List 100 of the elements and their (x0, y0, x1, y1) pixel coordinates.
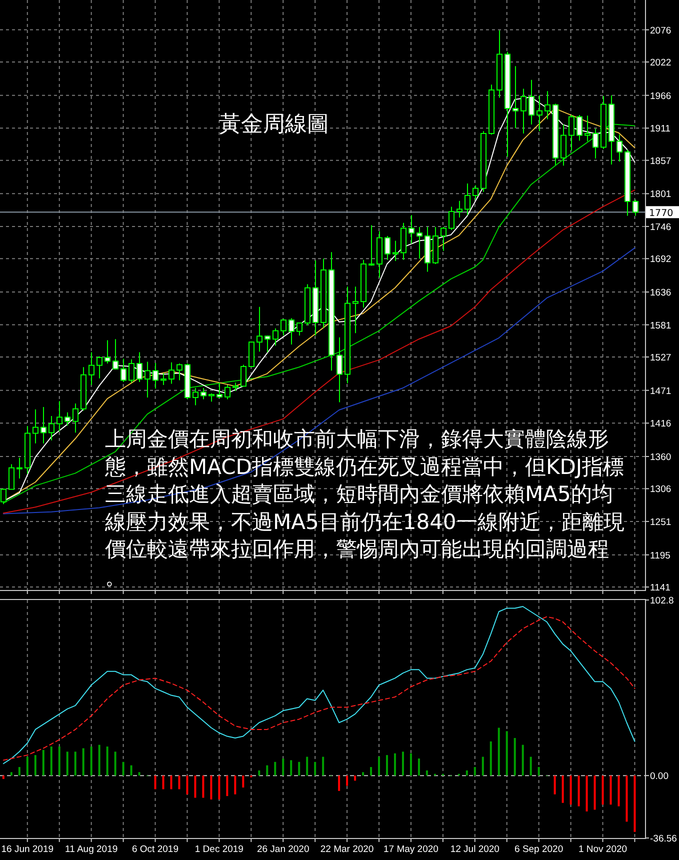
bar (170, 776, 172, 790)
bar (66, 752, 68, 776)
bar (410, 753, 412, 776)
bar (554, 776, 556, 794)
y-tick-label: 1746 (650, 222, 672, 233)
bar (570, 776, 572, 805)
bar (258, 770, 260, 776)
bar (626, 776, 628, 822)
y-tick-label: 1141 (650, 582, 670, 594)
bar (226, 776, 228, 796)
bar (402, 752, 404, 776)
text: 黃金周線圖 (219, 112, 329, 137)
y-tick-label: 1966 (650, 90, 672, 102)
bar (42, 750, 44, 776)
bar (490, 741, 492, 776)
bar (474, 767, 476, 776)
x-tick-label: 12 Jul 2020 (450, 844, 500, 855)
bar (314, 762, 316, 776)
x-tick-label: 6 Oct 2019 (132, 844, 178, 855)
bar (594, 776, 596, 810)
x-tick-label: 1 Dec 2019 (194, 844, 244, 855)
bar (338, 776, 340, 791)
bar (506, 731, 508, 776)
y-tick-label: 1636 (650, 288, 672, 299)
bar (610, 776, 612, 805)
bar (218, 776, 220, 800)
bar (266, 765, 268, 776)
bar (58, 746, 60, 776)
bar (90, 746, 92, 776)
bar (586, 776, 588, 812)
bar (370, 767, 372, 776)
ref-line-label: 1770 (649, 208, 674, 220)
bar (242, 776, 244, 788)
bar (274, 762, 276, 776)
bar (122, 762, 124, 776)
bar (322, 756, 324, 776)
bar (634, 776, 636, 832)
bar (106, 746, 108, 776)
bar (202, 776, 204, 798)
bar (346, 776, 348, 786)
y-tick-label: 1527 (650, 352, 672, 364)
bar (394, 753, 396, 776)
bar (514, 738, 516, 776)
bar (290, 760, 292, 776)
bar (2, 776, 4, 779)
bar (498, 728, 500, 776)
bar (306, 756, 308, 776)
bar (74, 752, 76, 776)
bar (578, 776, 580, 806)
bar (298, 762, 300, 776)
bar (26, 756, 28, 776)
bar (138, 772, 140, 776)
bar (162, 776, 164, 790)
x-tick-label: 26 Jan 2020 (256, 844, 310, 855)
bar (50, 746, 52, 776)
bar (618, 776, 620, 806)
y-tick-label: 2022 (650, 57, 672, 68)
bar (538, 767, 540, 776)
y-tick-label: -36.56 (650, 834, 677, 844)
bar (418, 758, 420, 776)
y-tick-label: 1581 (650, 320, 672, 332)
y-tick-label: 1911 (650, 124, 670, 135)
bar (34, 755, 36, 776)
y-tick-label: 1306 (650, 484, 672, 496)
bar (194, 776, 196, 798)
x-tick-label: 16 Jun 2019 (1, 844, 54, 855)
y-tick-label: 1857 (650, 156, 672, 167)
bar (602, 776, 604, 805)
bar (130, 765, 132, 776)
y-tick-label: 1360 (650, 452, 672, 464)
bar (562, 776, 564, 803)
x-tick-label: 22 Mar 2020 (320, 844, 374, 855)
bar (82, 748, 84, 776)
y-tick-label: 1692 (650, 254, 672, 266)
bar (378, 756, 380, 776)
bar (98, 744, 100, 776)
bar (210, 776, 212, 800)
bar (178, 776, 180, 790)
y-tick-label: 1801 (650, 189, 672, 200)
x-tick-label: 11 Aug 2019 (65, 844, 118, 855)
bar (426, 770, 428, 776)
bar (10, 772, 12, 776)
bar (354, 776, 356, 781)
y-tick-label: 1471 (650, 386, 672, 397)
bar (234, 776, 236, 794)
bar (522, 744, 524, 776)
bar (386, 755, 388, 776)
y-tick-label: 1251 (650, 516, 672, 528)
bar (18, 767, 20, 776)
y-tick-label: 1416 (650, 418, 672, 430)
bar (466, 770, 468, 776)
y-tick-label: 102.8 (650, 596, 674, 606)
bar (530, 756, 532, 776)
x-tick-label: 6 Sep 2020 (514, 844, 564, 855)
bar (362, 772, 364, 776)
bar (114, 752, 116, 776)
x-tick-label: 17 May 2020 (384, 844, 438, 855)
y-tick-label: 1195 (650, 550, 670, 562)
bar (282, 758, 284, 776)
y-tick-label: 0.00 (650, 771, 668, 782)
